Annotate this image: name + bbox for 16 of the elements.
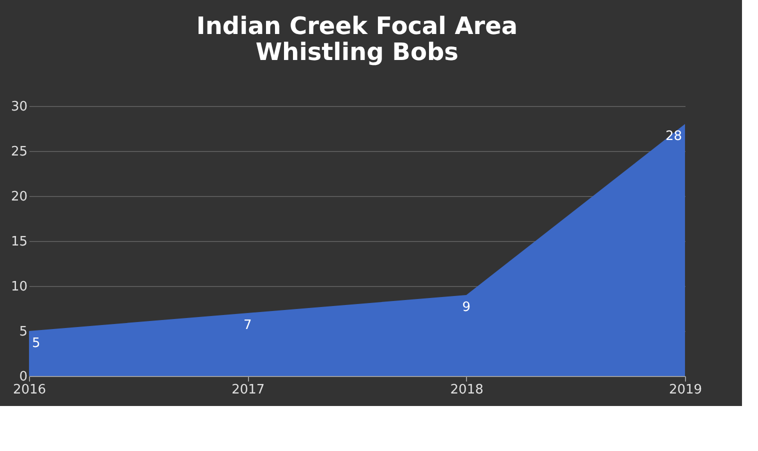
y-tick-label: 30 [10, 100, 28, 114]
y-tick-label: 0 [19, 370, 28, 384]
y-tick-label: 20 [10, 190, 28, 204]
data-label: 7 [244, 318, 252, 333]
y-tick-label: 5 [19, 324, 28, 340]
x-tick-label: 2017 [232, 382, 265, 398]
data-label: 9 [462, 300, 470, 315]
data-label: 5 [32, 336, 40, 351]
chart-title: Indian Creek Focal Area Whistling Bobs [196, 12, 518, 66]
y-tick-label: 15 [10, 234, 28, 250]
x-tick-label: 2016 [12, 382, 46, 398]
y-tick-label: 10 [10, 280, 28, 294]
x-tick-label: 2018 [450, 382, 484, 398]
x-tick-label: 2019 [668, 382, 702, 398]
data-label: 28 [665, 129, 682, 144]
y-tick-label: 25 [10, 144, 28, 160]
